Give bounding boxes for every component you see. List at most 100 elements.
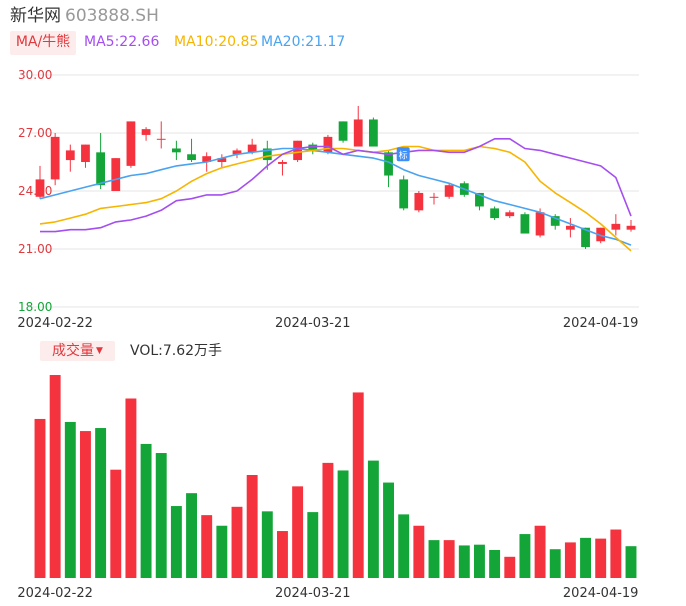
volume-bar bbox=[489, 549, 501, 578]
volume-bar bbox=[549, 549, 561, 578]
ma-toggle-button[interactable]: MA/牛熊 bbox=[10, 31, 76, 55]
volume-bar bbox=[292, 486, 304, 578]
marker-badge bbox=[396, 147, 410, 162]
volume-bar bbox=[337, 470, 349, 578]
volume-bar bbox=[367, 460, 379, 578]
volume-bar bbox=[352, 392, 364, 578]
candle-body bbox=[187, 154, 196, 161]
volume-bar bbox=[474, 544, 485, 578]
dropdown-triangle-icon: ▼ bbox=[96, 346, 103, 356]
volume-toggle-button[interactable]: 成交量 ▼ bbox=[40, 341, 115, 361]
volume-bar bbox=[504, 556, 516, 578]
candle-body bbox=[520, 214, 530, 234]
volume-bar bbox=[125, 398, 137, 578]
volume-toggle-label: 成交量 bbox=[52, 343, 95, 359]
volume-bar bbox=[428, 540, 440, 578]
candle-body bbox=[399, 179, 409, 209]
candle-body bbox=[308, 144, 318, 151]
candle-body bbox=[293, 140, 303, 161]
volume-bar bbox=[49, 375, 61, 578]
candle-body bbox=[353, 119, 363, 147]
volume-bar bbox=[443, 540, 455, 578]
candle-body bbox=[475, 192, 484, 207]
x-tick-label: 2024-04-19 bbox=[563, 586, 639, 601]
x-tick-label: 2024-03-21 bbox=[275, 586, 351, 601]
candle-body bbox=[111, 158, 121, 191]
candle-body bbox=[429, 196, 439, 198]
volume-bar bbox=[186, 493, 197, 578]
volume-bar bbox=[564, 542, 576, 578]
volume-bar bbox=[261, 511, 273, 578]
volume-value-label: VOL:7.62万手 bbox=[130, 343, 223, 359]
candle-body bbox=[384, 152, 393, 176]
candle-body bbox=[596, 227, 606, 242]
candle-body bbox=[414, 192, 424, 211]
volume-bar bbox=[519, 534, 531, 578]
y-tick-label: 24.00 bbox=[18, 184, 52, 198]
candle-body bbox=[35, 179, 45, 197]
volume-bar bbox=[140, 443, 152, 578]
volume-bar bbox=[110, 469, 122, 578]
candle-body bbox=[444, 185, 454, 197]
x-tick-label: 2024-03-21 bbox=[275, 316, 351, 331]
candle-body bbox=[581, 227, 590, 248]
candle-body bbox=[490, 208, 500, 219]
volume-bar bbox=[246, 474, 258, 578]
candle-body bbox=[232, 150, 242, 155]
volume-bar bbox=[307, 512, 319, 578]
candle-body bbox=[550, 216, 560, 226]
candle-body bbox=[156, 138, 166, 140]
volume-bar bbox=[95, 428, 107, 578]
stock-header: 新华网 603888.SH bbox=[10, 5, 159, 27]
ma5-label: MA5:22.66 bbox=[84, 34, 160, 50]
ma10-label: MA10:20.85 bbox=[174, 34, 259, 50]
candle-body bbox=[278, 162, 287, 164]
volume-bar bbox=[231, 506, 243, 578]
volume-bar bbox=[398, 514, 410, 578]
volume-bar bbox=[64, 421, 76, 578]
candle-body bbox=[217, 158, 227, 162]
y-tick-label: 18.00 bbox=[18, 300, 52, 314]
volume-bar bbox=[625, 546, 637, 578]
volume-bar bbox=[595, 538, 607, 578]
marker-badge-label: 标 bbox=[399, 149, 408, 161]
volume-bar bbox=[34, 418, 46, 578]
volume-bar bbox=[322, 462, 334, 578]
y-tick-label: 27.00 bbox=[18, 126, 52, 140]
candle-body bbox=[338, 121, 348, 141]
ma10-line bbox=[39, 145, 632, 252]
stock-name: 新华网 bbox=[10, 6, 61, 26]
volume-bar bbox=[201, 515, 213, 578]
volume-bar bbox=[610, 529, 622, 578]
ma20-line bbox=[39, 147, 632, 246]
volume-bar bbox=[170, 506, 182, 578]
y-tick-label: 21.00 bbox=[18, 242, 52, 256]
volume-bar bbox=[534, 525, 546, 578]
candle-body bbox=[505, 212, 515, 217]
volume-bar bbox=[580, 537, 591, 578]
candle-body bbox=[262, 148, 272, 161]
candle-body bbox=[96, 152, 106, 186]
candle-body bbox=[81, 144, 90, 162]
volume-bar bbox=[80, 431, 91, 578]
candle-body bbox=[171, 148, 181, 153]
y-tick-label: 30.00 bbox=[18, 68, 52, 82]
candle-body bbox=[565, 225, 575, 230]
candle-body bbox=[202, 156, 212, 162]
candle-body bbox=[368, 119, 378, 147]
candle-body bbox=[126, 121, 136, 166]
x-tick-label: 2024-04-19 bbox=[563, 316, 639, 331]
volume-bar bbox=[155, 453, 167, 578]
candle-body bbox=[323, 136, 333, 153]
volume-bar bbox=[277, 531, 288, 578]
ma20-label: MA20:21.17 bbox=[261, 34, 346, 50]
candle-body bbox=[65, 150, 75, 161]
candle-body bbox=[50, 136, 60, 180]
volume-bar bbox=[458, 545, 470, 578]
volume-bar bbox=[383, 482, 394, 578]
x-tick-label: 2024-02-22 bbox=[17, 586, 93, 601]
candle-body bbox=[626, 225, 636, 230]
candle-body bbox=[535, 212, 545, 236]
candle-body bbox=[141, 129, 151, 135]
